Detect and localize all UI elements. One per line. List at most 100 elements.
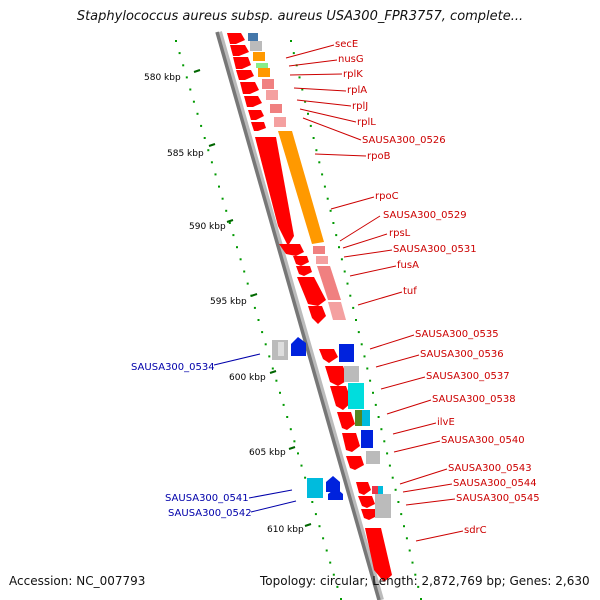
gene-label[interactable]: SAUSA300_0534 <box>131 362 215 373</box>
gene-label[interactable]: SAUSA300_0529 <box>383 210 467 221</box>
cds-arrow[interactable] <box>240 82 259 94</box>
cds-arrow[interactable] <box>342 433 360 452</box>
guide-dot <box>203 137 206 139</box>
gene-label[interactable]: secE <box>335 39 358 50</box>
cds-arrow[interactable] <box>291 337 306 356</box>
guide-dot <box>289 428 292 431</box>
gene-label[interactable]: rplL <box>357 117 376 128</box>
product-block <box>316 256 328 264</box>
gene-label[interactable]: SAUSA300_0544 <box>453 478 537 489</box>
guide-dot <box>297 452 299 455</box>
cds-arrow[interactable] <box>251 122 266 131</box>
guide-dot <box>315 149 318 152</box>
cds-arrow[interactable] <box>297 277 326 306</box>
backbone-shadow <box>216 31 384 600</box>
gene-label[interactable]: SAUSA300_0542 <box>168 508 252 519</box>
guide-dot <box>329 209 332 212</box>
tick-mark <box>208 143 216 147</box>
cds-arrow[interactable] <box>358 496 375 508</box>
gene-label[interactable]: sdrC <box>464 525 487 536</box>
gene-label[interactable]: SAUSA300_0538 <box>432 394 516 405</box>
product-block <box>355 410 362 426</box>
cds-arrow[interactable] <box>365 528 392 582</box>
guide-dot <box>192 100 195 103</box>
cds-arrow[interactable] <box>346 456 364 470</box>
guide-dot <box>322 537 325 540</box>
product-block <box>362 410 370 426</box>
cds-arrow[interactable] <box>326 476 340 492</box>
guide-dot <box>336 585 339 588</box>
guide-dot <box>314 513 317 516</box>
gene-label[interactable]: rpoC <box>375 191 399 202</box>
cds-arrow[interactable] <box>230 45 249 56</box>
gene-label[interactable]: nusG <box>338 54 364 65</box>
guide-dot <box>239 258 242 261</box>
gene-label[interactable]: SAUSA300_0543 <box>448 463 532 474</box>
gene-label[interactable]: ilvE <box>437 417 455 428</box>
gene-label[interactable]: SAUSA300_0531 <box>393 244 477 255</box>
guide-dot <box>311 501 314 503</box>
gene-label[interactable]: SAUSA300_0541 <box>165 493 249 504</box>
genome-summary: Topology: circular; Length: 2,872,769 bp… <box>260 574 590 588</box>
cds-arrow[interactable] <box>328 488 343 500</box>
cds-arrow[interactable] <box>279 244 304 256</box>
product-block <box>278 131 324 244</box>
cds-arrow[interactable] <box>255 137 294 246</box>
guide-dot <box>383 440 386 443</box>
cds-arrow[interactable] <box>244 96 262 107</box>
guide-dot <box>397 501 400 503</box>
cds-arrow[interactable] <box>227 33 245 44</box>
gene-label[interactable]: SAUSA300_0537 <box>426 371 510 382</box>
guide-dot <box>349 294 352 297</box>
cds-arrow[interactable] <box>296 266 312 276</box>
cds-arrow[interactable] <box>293 256 309 266</box>
tick-mark <box>288 446 296 450</box>
cds-arrow[interactable] <box>319 349 338 363</box>
cds-arrow[interactable] <box>325 366 348 386</box>
gene-label[interactable]: rpsL <box>389 228 411 239</box>
guide-dot <box>253 306 256 309</box>
guide-dot <box>207 149 210 152</box>
guide-dot <box>293 440 296 443</box>
guide-dot <box>357 331 360 334</box>
gene-label[interactable]: rpoB <box>367 151 391 162</box>
guide-dot <box>340 598 342 600</box>
gene-label[interactable]: rplA <box>347 85 367 96</box>
product-block <box>344 366 359 382</box>
cds-arrow[interactable] <box>361 509 377 520</box>
tick-label-580: 580 kbp <box>144 73 181 83</box>
product-block <box>328 302 346 320</box>
gene-label[interactable]: fusA <box>397 260 419 271</box>
cds-arrow[interactable] <box>356 482 371 495</box>
product-block <box>250 41 262 51</box>
gene-label[interactable]: SAUSA300_0545 <box>456 493 540 504</box>
guide-dot <box>312 137 315 139</box>
guide-dot <box>332 573 335 576</box>
guide-dot <box>318 161 321 164</box>
gene-label[interactable]: rplJ <box>352 101 368 112</box>
gene-label[interactable]: SAUSA300_0535 <box>415 329 499 340</box>
guide-dot <box>374 403 377 406</box>
guide-dot <box>369 379 372 382</box>
cds-arrow[interactable] <box>248 110 264 120</box>
cds-arrow[interactable] <box>236 70 254 80</box>
guide-dot <box>420 598 422 600</box>
cds-arrow[interactable] <box>308 306 326 324</box>
reverse-gene-labels: SAUSA300_0534 SAUSA300_0541 SAUSA300_054… <box>131 362 252 519</box>
gene-label[interactable]: SAUSA300_0536 <box>420 349 504 360</box>
gene-label[interactable]: SAUSA300_0526 <box>362 135 446 146</box>
gene-label[interactable]: rplK <box>343 69 363 80</box>
backbone <box>215 31 381 600</box>
product-block <box>307 478 323 498</box>
cds-arrow[interactable] <box>337 412 355 430</box>
gene-label[interactable]: tuf <box>403 286 417 297</box>
cds-arrow[interactable] <box>330 386 352 410</box>
guide-dot <box>329 561 332 564</box>
guide-dot <box>196 112 199 115</box>
guide-dot <box>411 561 414 564</box>
gene-label[interactable]: SAUSA300_0540 <box>441 435 525 446</box>
guide-dot <box>325 549 328 552</box>
guide-dot <box>257 319 260 321</box>
cds-arrow[interactable] <box>233 57 251 69</box>
